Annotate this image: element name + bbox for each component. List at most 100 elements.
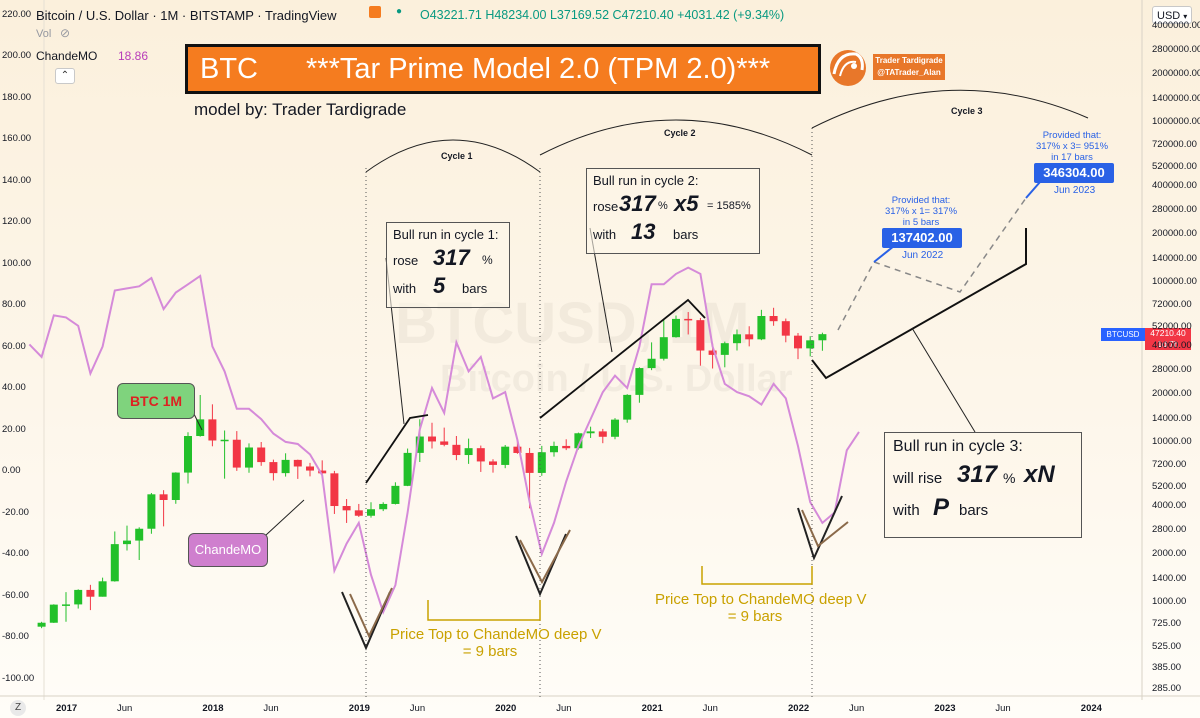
box1-title: Bull run in cycle 1: <box>393 227 499 242</box>
chandemo-pill: ChandeMO <box>188 533 268 567</box>
price-axis-tick: 10000.00 <box>1152 436 1192 447</box>
status-dot-icon: ● <box>396 6 403 17</box>
model-title-box: BTC ***Tar Prime Model 2.0 (TPM 2.0)*** <box>185 44 821 94</box>
candle <box>232 431 241 471</box>
author-badge: Trader Tardigrade @TATrader_Alan <box>873 54 945 80</box>
box1-bars: bars <box>462 281 488 296</box>
candle <box>586 426 595 438</box>
callout2-condition: Provided that: 317% x 3= 951% in 17 bars <box>1030 130 1114 163</box>
price-axis-tick: 280000.00 <box>1152 204 1197 216</box>
candle <box>733 329 741 351</box>
hide-eye-icon[interactable]: ⊘ <box>60 26 71 40</box>
candle <box>806 336 815 357</box>
candle <box>330 470 339 514</box>
time-axis-tick: Jun <box>263 703 279 714</box>
chevron-down-icon: ▾ <box>1183 12 1188 21</box>
chande-indicator-value: 18.86 <box>118 49 149 63</box>
price-axis-tick: 525.00 <box>1152 640 1182 652</box>
left-axis-tick: 160.00 <box>2 133 32 144</box>
arrow-box3 <box>911 327 976 433</box>
callout2-condition-1: Provided that: <box>1042 130 1102 141</box>
gold-caption-2: Price Top to ChandeMO deep V = 9 bars <box>655 591 867 625</box>
bull-run-line-3 <box>811 228 1027 380</box>
candle <box>818 332 827 351</box>
candle <box>147 493 156 534</box>
candle <box>135 527 144 561</box>
box1-with: with <box>393 281 417 296</box>
left-axis-tick: 200.00 <box>2 50 32 61</box>
box2-result: = 1585% <box>707 200 751 212</box>
left-axis-tick: 140.00 <box>2 174 32 186</box>
left-axis-tick: 180.00 <box>2 91 32 103</box>
candle <box>208 404 217 447</box>
candle <box>171 472 180 504</box>
price-axis-tick: 2800.00 <box>1152 524 1187 536</box>
price-axis-tick: 20000.00 <box>1152 387 1192 399</box>
time-axis-tick: 2023 <box>934 703 956 714</box>
left-axis-tick: -80.00 <box>2 631 29 642</box>
candle <box>123 525 131 551</box>
candle <box>342 499 351 523</box>
candle <box>745 326 754 347</box>
chande-indicator-label[interactable]: ChandeMO <box>36 49 98 63</box>
watermark-name: Bitcoin / U.S. Dollar <box>440 358 793 400</box>
box3-rise: will rise <box>893 470 943 487</box>
candle <box>306 462 314 477</box>
box2-percent-value: 317 <box>619 191 656 216</box>
last-price-value: 47210.40 <box>1150 328 1186 338</box>
left-axis-tick: 60.00 <box>2 340 26 352</box>
price-axis-tick: 2800000.00 <box>1152 44 1200 56</box>
box2-rose: rose <box>593 199 619 214</box>
candle <box>245 443 253 473</box>
callout1-condition: Provided that: 317% x 1= 317% in 5 bars <box>880 195 962 228</box>
box2-bars-value: 13 <box>631 219 656 244</box>
cycle1-label: Cycle 1 <box>441 151 473 161</box>
left-axis-tick: -40.00 <box>2 548 29 559</box>
vol-label[interactable]: Vol <box>36 28 52 40</box>
bull-run-line-1 <box>365 414 429 484</box>
flag-icon[interactable] <box>369 6 381 18</box>
model-by-text: model by: Trader Tardigrade <box>194 100 407 119</box>
price-axis-tick: 200000.00 <box>1152 227 1197 239</box>
projection-line-2 <box>873 197 1027 293</box>
price-axis-tick: 28000.00 <box>1152 364 1192 376</box>
candle <box>379 502 388 512</box>
left-axis-tick: 80.00 <box>2 299 26 310</box>
candle <box>257 442 266 466</box>
candle <box>86 584 95 611</box>
candle <box>318 460 327 476</box>
candle <box>598 428 607 444</box>
symbol-title[interactable]: Bitcoin / U.S. Dollar · 1M · BITSTAMP · … <box>36 8 337 23</box>
callout2-date: Jun 2023 <box>1054 185 1096 196</box>
left-axis-tick: 0.00 <box>2 465 21 476</box>
time-axis-tick: Jun <box>849 703 865 714</box>
zoom-reset-button[interactable]: Z <box>10 700 26 716</box>
time-axis-tick: 2021 <box>641 703 663 714</box>
left-axis-tick: -20.00 <box>2 506 29 518</box>
candle <box>49 604 58 623</box>
candle <box>623 394 632 423</box>
gold-caption-2-line2: = 9 bars <box>727 608 783 625</box>
currency-select[interactable]: USD ▾ <box>1152 6 1192 24</box>
bull-run-box-2: Bull run in cycle 2: rose 317 % x5 = 158… <box>586 168 760 254</box>
symbol-price-tag: BTCUSD <box>1101 328 1145 341</box>
title-model: ***Tar Prime Model 2.0 (TPM 2.0)*** <box>306 53 771 85</box>
box3-with: with <box>893 502 920 519</box>
candle <box>110 531 119 582</box>
price-axis-tick: 1400000.00 <box>1152 92 1200 104</box>
price-axis-tick: 1400.00 <box>1152 572 1187 584</box>
callout2-condition-3: in 17 bars <box>1051 152 1093 163</box>
candle <box>196 395 205 437</box>
time-axis-tick: Jun <box>702 703 718 714</box>
collapse-chevron-icon[interactable]: ⌃ <box>55 68 75 84</box>
bull-run-line-2 <box>539 298 706 419</box>
cycle3-arc <box>811 89 1089 129</box>
candle <box>501 444 510 469</box>
candle <box>794 333 802 360</box>
callout1-condition-3: in 5 bars <box>902 217 940 228</box>
box3-percent-value: 317 <box>957 461 998 488</box>
price-axis-tick: 100000.00 <box>1152 276 1197 287</box>
box1-bars-value: 5 <box>433 273 446 298</box>
candle <box>672 315 680 338</box>
